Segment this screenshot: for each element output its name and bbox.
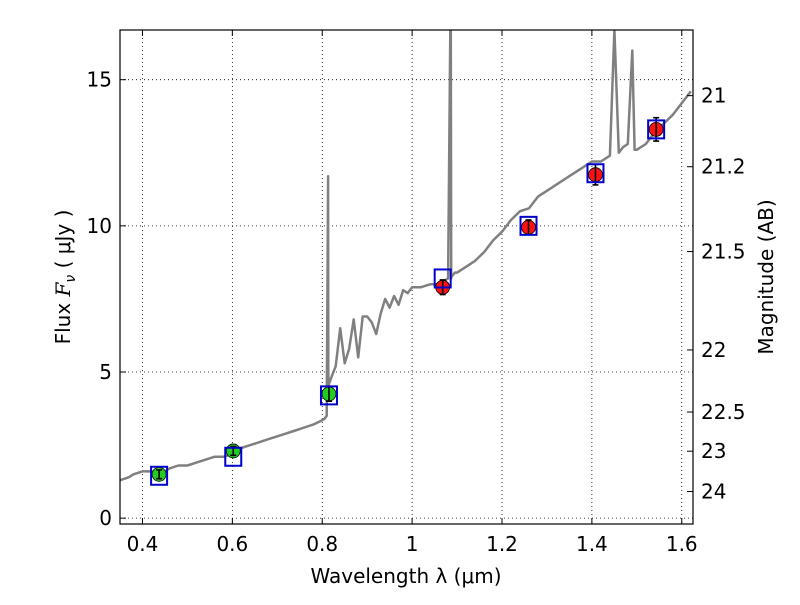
spectrum-line [120,30,692,482]
x-tick-label: 1 [406,532,419,556]
grid [120,30,693,524]
plot-frame [119,29,694,525]
model-flux-box [224,446,243,467]
y-right-tick-label: 21 [701,84,726,108]
y-axis-label-prefix: Flux [51,296,75,344]
model-flux-box [586,163,605,184]
y-right-tick-label: 24 [701,479,726,503]
y-tick-label: 5 [99,360,112,384]
x-axis-label: Wavelength λ (μm) [310,564,501,588]
y-right-tick-label: 21.5 [701,240,746,264]
y-axis-label-symbol: F [51,281,75,297]
y-axis-label-subscript: ν [63,275,79,283]
x-tick-label: 0.4 [127,532,159,556]
y-axis-label-unit: ( μJy ) [51,210,75,275]
y-right-tick-label: 22 [701,338,726,362]
y-right-tick-label: 23 [701,439,726,463]
model-flux-box [150,465,169,486]
x-tick-label: 1.6 [666,532,698,556]
model-flux-box [647,119,666,140]
y-right-axis-label: Magnitude (AB) [754,199,778,354]
y-tick-label: 10 [87,214,112,238]
y-right-tick-label: 22.5 [701,400,746,424]
model-flux-box [433,268,452,289]
axes: 0.4 0.6 0.8 1 1.2 1.4 1.6 0 5 10 15 21 21.2 21.5 22 22.… [87,30,746,556]
y-axis-label: Flux Fν ( μJy ) [51,210,79,345]
x-tick-label: 0.6 [216,532,248,556]
model-flux-box [519,215,538,236]
model-flux-box [319,385,338,406]
y-tick-label: 15 [87,68,112,92]
y-tick-label: 0 [99,506,112,530]
y-right-tick-label: 21.2 [701,155,746,179]
x-tick-label: 0.8 [306,532,338,556]
plot-area [120,30,692,486]
x-tick-label: 1.4 [576,532,608,556]
x-tick-label: 1.2 [486,532,518,556]
